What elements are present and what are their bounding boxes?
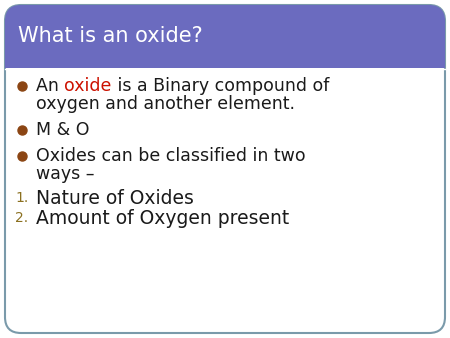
Text: Nature of Oxides: Nature of Oxides <box>36 189 194 208</box>
Text: 2.: 2. <box>15 211 28 225</box>
Text: 1.: 1. <box>15 191 28 205</box>
Bar <box>5 46 445 68</box>
Text: is a Binary compound of: is a Binary compound of <box>112 77 329 95</box>
Text: M & O: M & O <box>36 121 90 139</box>
Text: oxide: oxide <box>64 77 112 95</box>
Text: Amount of Oxygen present: Amount of Oxygen present <box>36 209 289 227</box>
FancyBboxPatch shape <box>5 5 445 333</box>
Text: What is an oxide?: What is an oxide? <box>18 26 203 46</box>
Text: ways –: ways – <box>36 165 94 183</box>
FancyBboxPatch shape <box>5 5 445 68</box>
Text: An: An <box>36 77 64 95</box>
Text: oxygen and another element.: oxygen and another element. <box>36 95 295 113</box>
Text: Oxides can be classified in two: Oxides can be classified in two <box>36 147 306 165</box>
